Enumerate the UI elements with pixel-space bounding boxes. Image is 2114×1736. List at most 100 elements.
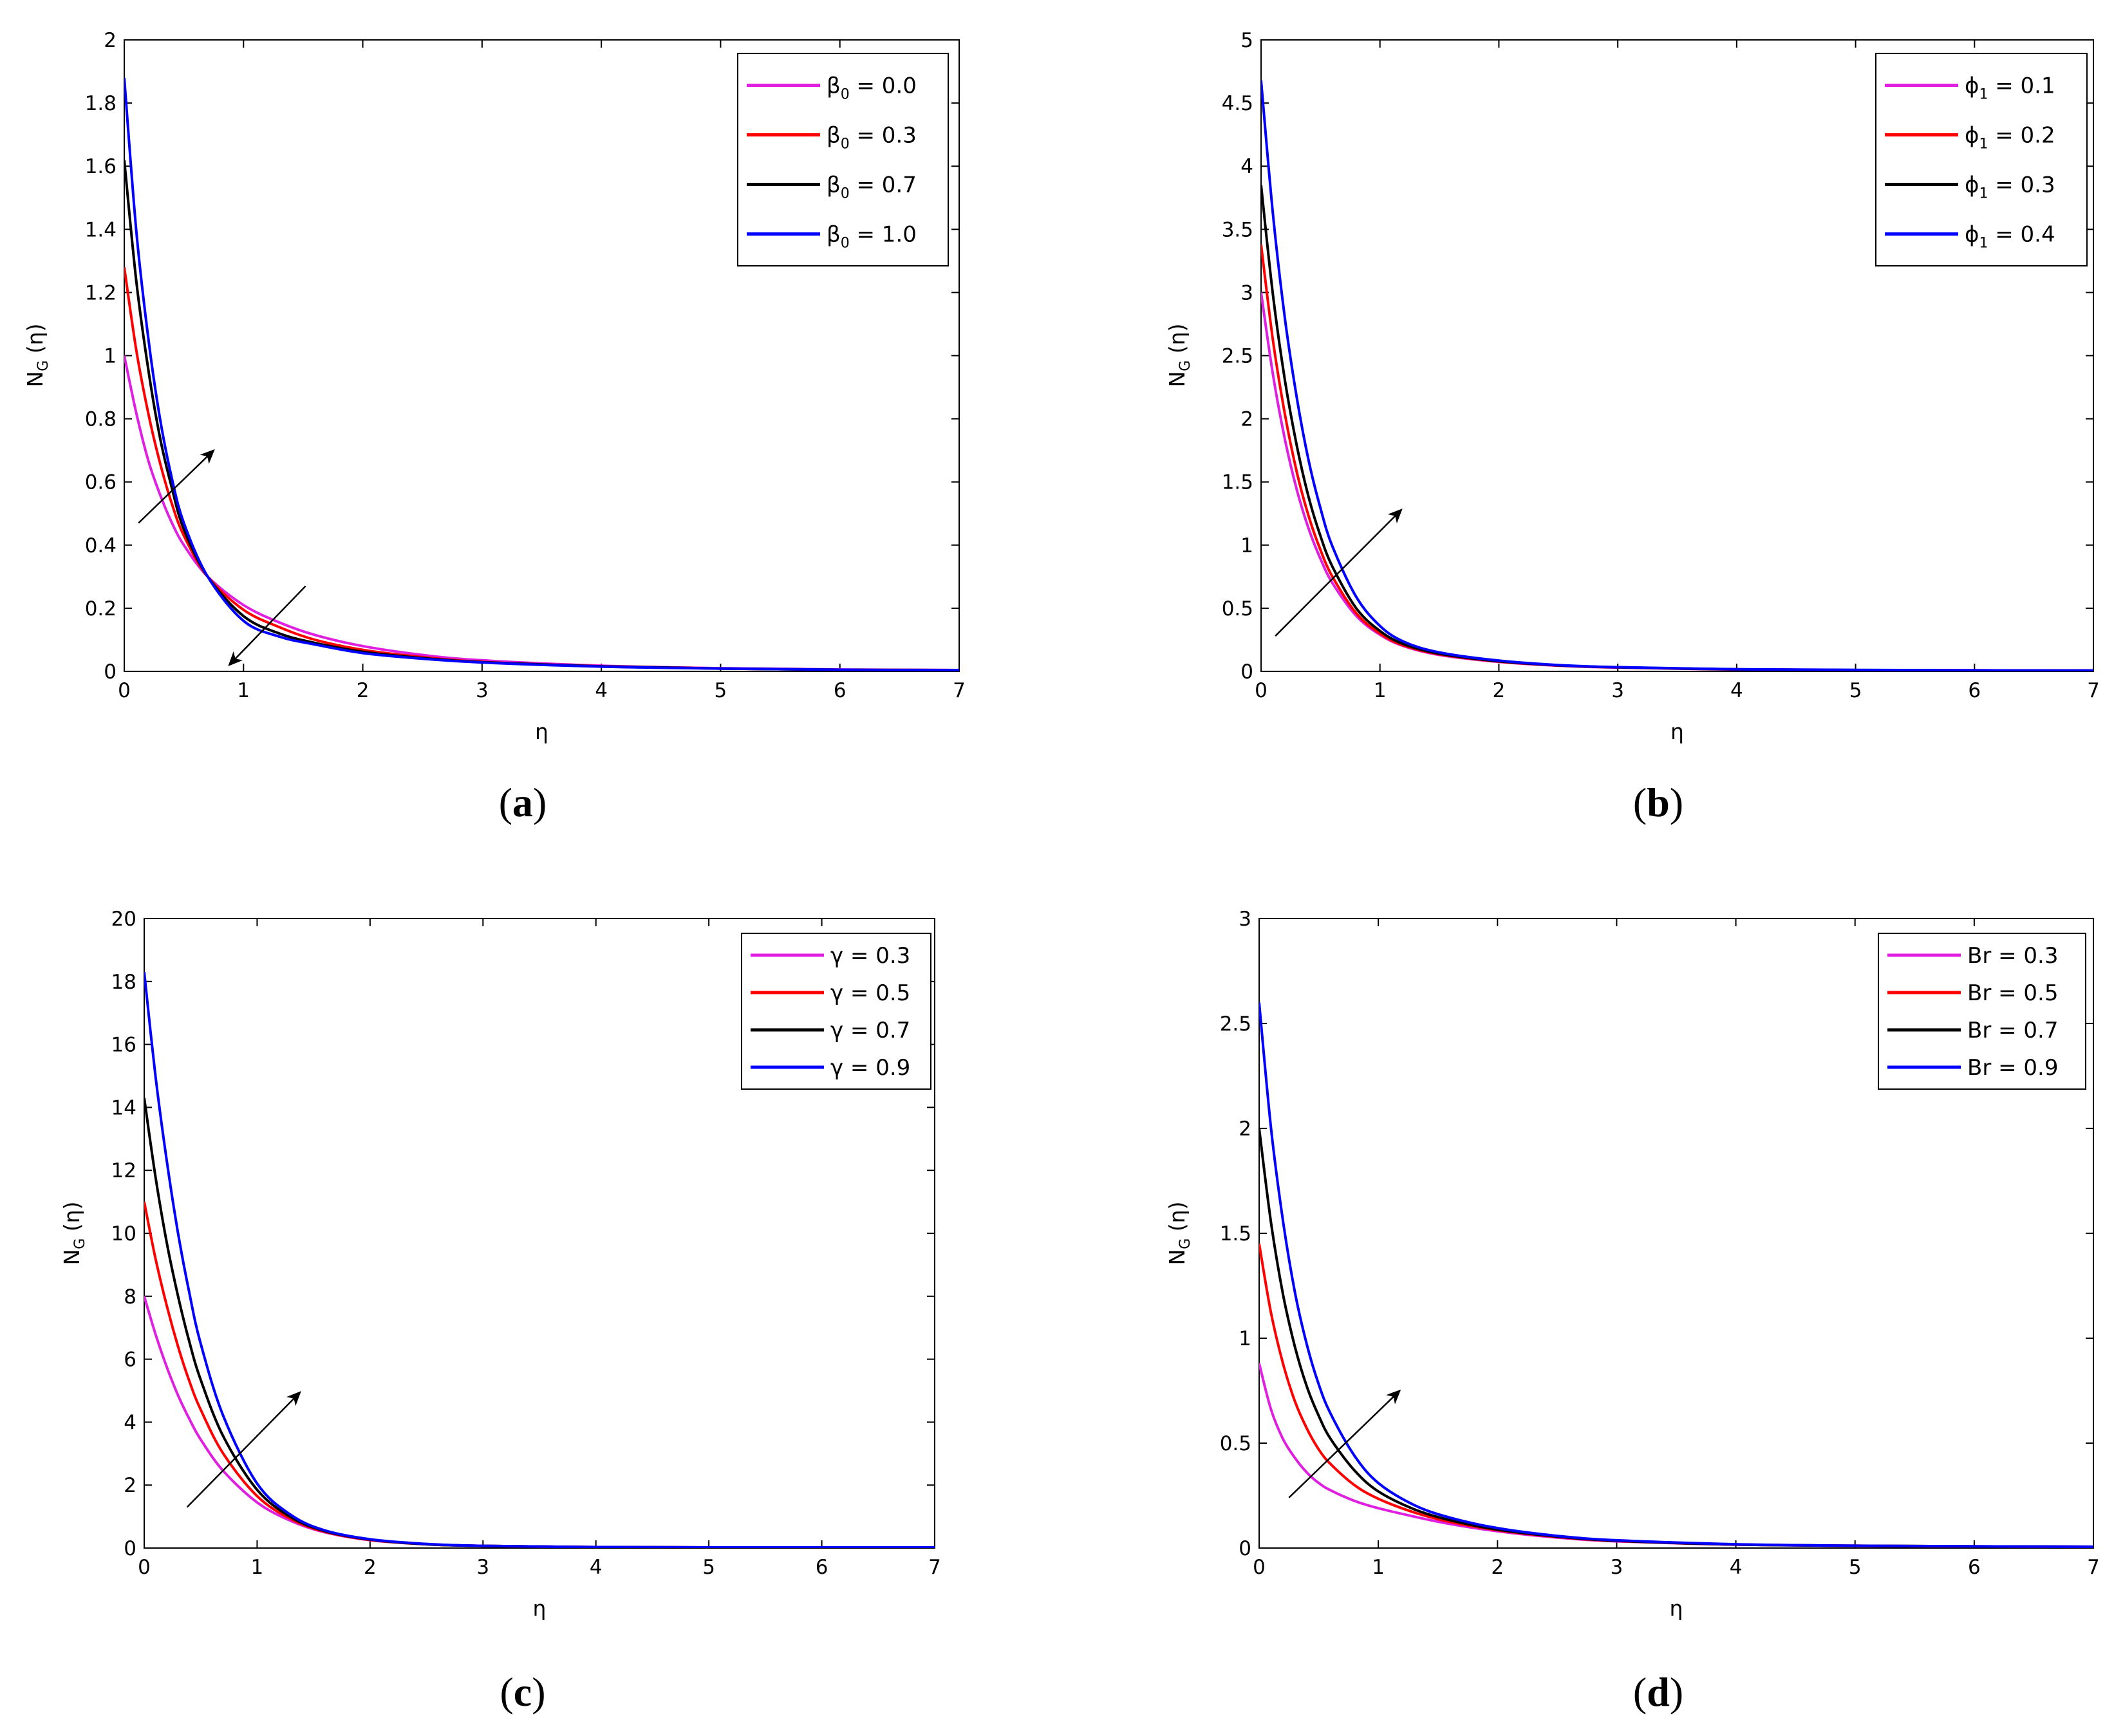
legend-subscript: 0 [841, 186, 850, 202]
x-tick-label: 1 [237, 679, 250, 702]
y-tick-label: 1 [1240, 534, 1253, 557]
trend-arrow [186, 1391, 301, 1508]
panel-caption: (a) [499, 779, 547, 825]
legend-value: = 0.3 [843, 943, 910, 969]
caption-letter: c [514, 1669, 532, 1715]
caption-close-paren: ) [1670, 779, 1683, 825]
legend-box [737, 53, 949, 266]
y-tick-label: 2 [104, 29, 117, 52]
x-tick-label: 4 [1730, 1556, 1743, 1579]
legend-label: γ = 0.9 [830, 1055, 910, 1081]
series-group [144, 971, 935, 1548]
x-tick-label: 1 [1374, 679, 1387, 702]
legend-label: ϕ1 = 0.2 [1965, 123, 2055, 153]
series-line-4 [124, 77, 959, 671]
x-tick-label: 3 [1611, 679, 1624, 702]
y-tick-label: 1 [104, 345, 117, 368]
legend-label: Br = 0.5 [1967, 980, 2059, 1006]
y-tick-label: 2.5 [1222, 345, 1253, 368]
legend-label: ϕ1 = 0.1 [1965, 73, 2055, 103]
legend-value: = 0.4 [1988, 222, 2055, 248]
legend-label: γ = 0.7 [830, 1018, 910, 1043]
series-line-4 [144, 971, 935, 1548]
y-tick-label: 1.5 [1220, 1222, 1251, 1246]
panel-caption: (c) [500, 1669, 545, 1715]
y-tick-label: 2.5 [1220, 1013, 1251, 1036]
y-tick-label: 1.8 [85, 92, 117, 115]
legend-label: β0 = 0.3 [827, 123, 917, 153]
y-tick-label: 16 [111, 1034, 136, 1057]
x-tick-label: 1 [251, 1556, 264, 1579]
legend-label: ϕ1 = 0.4 [1965, 222, 2055, 252]
legend-label: γ = 0.5 [830, 980, 910, 1006]
legend-value: = 0.7 [843, 1018, 910, 1043]
legend-symbol: γ [830, 1018, 843, 1043]
legend-value: = 0.3 [1991, 943, 2058, 969]
legend-subscript: 1 [1979, 186, 1988, 202]
caption-close-paren: ) [533, 779, 547, 825]
y-axis-label-sub: G [1177, 360, 1193, 371]
legend-symbol: β [827, 73, 841, 99]
y-tick-label: 3.5 [1222, 218, 1253, 241]
legend-subscript: 0 [841, 136, 850, 153]
trend-arrow [228, 585, 306, 666]
x-tick-label: 4 [1730, 679, 1743, 702]
legend: ϕ1 = 0.1 ϕ1 = 0.2ϕ 1 = 0.3 ϕ1 = 0.4 [1875, 53, 2088, 266]
legend-value: = 0.7 [1991, 1018, 2058, 1043]
legend-label: Br = 0.9 [1967, 1055, 2059, 1081]
caption-letter: d [1647, 1669, 1670, 1715]
legend-label: Br = 0.3 [1967, 943, 2059, 969]
caption-letter: a [512, 779, 533, 825]
legend-label: β0 = 1.0 [827, 222, 917, 252]
y-tick-label: 10 [111, 1222, 136, 1246]
y-tick-label: 0 [104, 660, 117, 684]
y-tick-label: 0 [124, 1537, 136, 1560]
y-tick-label: 1.2 [85, 281, 117, 304]
legend-value: = 0.7 [850, 173, 917, 198]
y-tick-label: 12 [111, 1159, 136, 1182]
x-tick-label: 0 [118, 679, 131, 702]
x-axis-label: η [535, 719, 548, 744]
legend-subscript: 1 [1979, 236, 1988, 252]
x-tick-label: 0 [1253, 1556, 1266, 1579]
x-tick-label: 2 [357, 679, 369, 702]
trend-arrow [1275, 509, 1403, 637]
y-axis-label-main: N [23, 371, 48, 387]
legend-label: β0 = 0.7 [827, 173, 917, 202]
legend-value: = 0.9 [843, 1055, 910, 1081]
y-axis-label-tail: (η) [1165, 1202, 1190, 1238]
y-tick-label: 0.2 [85, 597, 117, 621]
panel-caption: (b) [1633, 779, 1683, 825]
y-tick-label: 0.4 [85, 534, 117, 557]
y-axis-label-sub: G [72, 1238, 88, 1249]
legend-value: = 0.2 [1988, 123, 2055, 149]
y-axis-label: NG (η) [1165, 1202, 1193, 1265]
x-tick-label: 2 [1491, 1556, 1504, 1579]
x-tick-label: 5 [1849, 1556, 1862, 1579]
y-tick-label: 1 [1239, 1327, 1251, 1350]
series-line-4 [1261, 80, 2093, 671]
x-tick-label: 6 [834, 679, 847, 702]
caption-open-paren: ( [500, 1669, 513, 1715]
y-tick-label: 3 [1240, 281, 1253, 304]
y-tick-label: 0 [1239, 1537, 1251, 1560]
x-tick-label: 5 [1849, 679, 1862, 702]
legend-label: γ = 0.3 [830, 943, 910, 969]
legend-value: = 0.0 [850, 73, 917, 99]
legend-value: = 0.5 [843, 980, 910, 1006]
y-tick-label: 2 [1240, 408, 1253, 431]
legend-symbol: γ [830, 943, 843, 969]
x-tick-label: 3 [476, 679, 489, 702]
legend-value: = 0.9 [1991, 1055, 2058, 1081]
x-tick-label: 7 [2087, 679, 2100, 702]
x-tick-label: 2 [364, 1556, 377, 1579]
caption-open-paren: ( [499, 779, 512, 825]
legend-value: = 0.3 [1988, 173, 2055, 198]
y-axis-label-tail: (η) [1165, 324, 1190, 360]
legend-symbol: ϕ [1965, 123, 1979, 149]
y-axis-label-main: N [1165, 371, 1190, 387]
x-axis-label: η [1670, 719, 1684, 744]
x-tick-label: 4 [595, 679, 608, 702]
